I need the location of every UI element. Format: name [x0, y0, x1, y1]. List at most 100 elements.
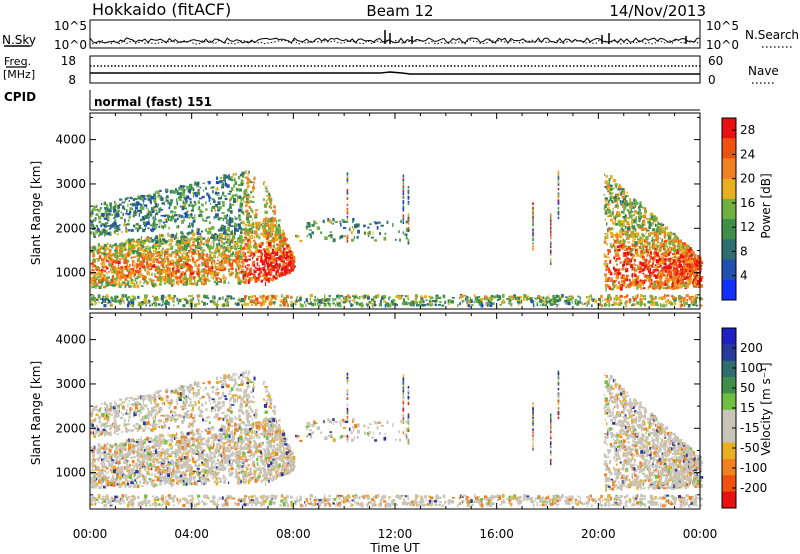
power-echo-cell	[675, 235, 678, 238]
power-echo-cell	[215, 262, 219, 265]
power-echo-cell	[642, 272, 645, 275]
power-echo-cell	[118, 203, 122, 206]
power-echo-cell	[197, 275, 201, 278]
power-echo-cell	[623, 218, 627, 223]
power-echo-cell	[170, 259, 174, 263]
power-echo-cell	[661, 255, 664, 258]
power-echo-cell	[128, 271, 131, 274]
power-echo-cell	[185, 214, 189, 218]
power-echo-cell	[631, 222, 634, 225]
power-echo-cell	[674, 261, 677, 266]
nave-tick-bottom: 0	[708, 73, 716, 87]
power-echo-cell	[284, 243, 288, 246]
power-echo-cell	[112, 223, 115, 228]
power-echo-cell	[409, 302, 413, 307]
power-echo-cell	[463, 294, 467, 297]
power-echo-cell	[169, 254, 173, 256]
power-echo-cell	[189, 248, 193, 251]
power-echo-cell	[403, 298, 406, 302]
power-echo-cell	[633, 298, 636, 302]
power-echo-cell	[383, 236, 387, 241]
power-echo-cell	[126, 297, 129, 302]
power-echo-cell	[124, 197, 128, 201]
power-echo-cell	[186, 185, 190, 190]
power-echo-cell	[256, 258, 259, 261]
power-echo-cell	[649, 258, 651, 261]
power-echo-cell	[217, 208, 221, 212]
power-echo-cell	[169, 263, 172, 265]
power-echo-cell	[191, 207, 195, 210]
power-echo-cell	[664, 294, 666, 298]
power-echo-cell	[676, 278, 679, 281]
power-echo-cell	[149, 223, 151, 226]
power-echo-cell	[631, 254, 635, 257]
power-echo-cell	[651, 245, 654, 249]
power-echo-cell	[102, 259, 105, 264]
power-echo-cell	[205, 201, 207, 205]
power-echo-cell	[139, 206, 143, 211]
power-echo-cell	[677, 246, 679, 249]
power-echo-cell	[608, 200, 610, 204]
power-echo-cell	[220, 266, 222, 269]
power-echo-cell	[175, 243, 177, 246]
power-echo-cell	[145, 257, 148, 259]
power-echo-cell	[632, 264, 634, 266]
power-echo-cell	[683, 259, 685, 263]
power-echo-cell	[612, 282, 615, 287]
power-echo-cell	[255, 266, 257, 269]
power-echo-cell	[168, 206, 171, 210]
power-echo-cell	[404, 233, 408, 236]
power-echo-cell	[180, 259, 183, 262]
power-echo-cell	[244, 256, 247, 258]
power-echo-cell	[228, 176, 232, 181]
power-echo-cell	[94, 217, 97, 221]
power-echo-cell	[217, 192, 220, 195]
power-echo-cell	[144, 267, 147, 271]
power-echo-cell	[392, 300, 393, 303]
power-echo-cell	[102, 295, 105, 298]
power-echo-cell	[191, 232, 196, 237]
power-echo-cell	[308, 302, 312, 305]
power-echo-cell	[608, 287, 611, 290]
power-echo-cell	[622, 274, 625, 277]
power-echo-cell	[104, 224, 108, 228]
power-echo-cell	[279, 257, 282, 260]
power-echo-cell	[241, 268, 245, 271]
power-echo-cell	[400, 219, 402, 224]
power-echo-cell	[185, 201, 188, 203]
power-echo-cell	[228, 260, 231, 264]
power-echo-cell	[178, 257, 181, 260]
power-echo-cell	[630, 263, 633, 267]
power-echo-cell	[111, 261, 114, 265]
power-echo-cell	[224, 174, 227, 178]
power-echo-cell	[368, 230, 371, 235]
power-echo-cell	[699, 276, 704, 279]
power-echo-cell	[141, 255, 144, 260]
power-echo-cell	[191, 257, 195, 261]
freq-unit-label: [MHz]	[3, 68, 35, 81]
power-echo-cell	[142, 228, 145, 233]
power-echo-cell	[269, 263, 273, 267]
power-echo-cell	[239, 264, 242, 267]
power-echo-cell	[270, 267, 272, 270]
power-echo-cell	[523, 294, 527, 298]
power-echo-cell	[269, 245, 272, 249]
power-echo-cell	[92, 252, 94, 256]
power-echo-cell	[254, 234, 258, 236]
power-echo-cell	[102, 285, 107, 289]
power-echo-cell	[274, 255, 276, 257]
power-echo-cell	[367, 296, 370, 300]
power-echo-cell	[615, 296, 618, 299]
power-echo-cell	[356, 235, 359, 239]
power-echo-cell	[665, 265, 668, 269]
power-echo-cell	[628, 300, 632, 304]
power-echo-cell	[625, 233, 629, 237]
power-echo-cell	[126, 197, 129, 199]
power-echo-cell	[111, 264, 113, 268]
power-echo-cell	[282, 250, 285, 255]
power-echo-cell	[691, 295, 694, 298]
power-echo-cell	[111, 275, 115, 279]
power-echo-cell	[141, 217, 144, 222]
power-echo-cell	[142, 198, 145, 202]
power-echo-cell	[94, 274, 97, 277]
